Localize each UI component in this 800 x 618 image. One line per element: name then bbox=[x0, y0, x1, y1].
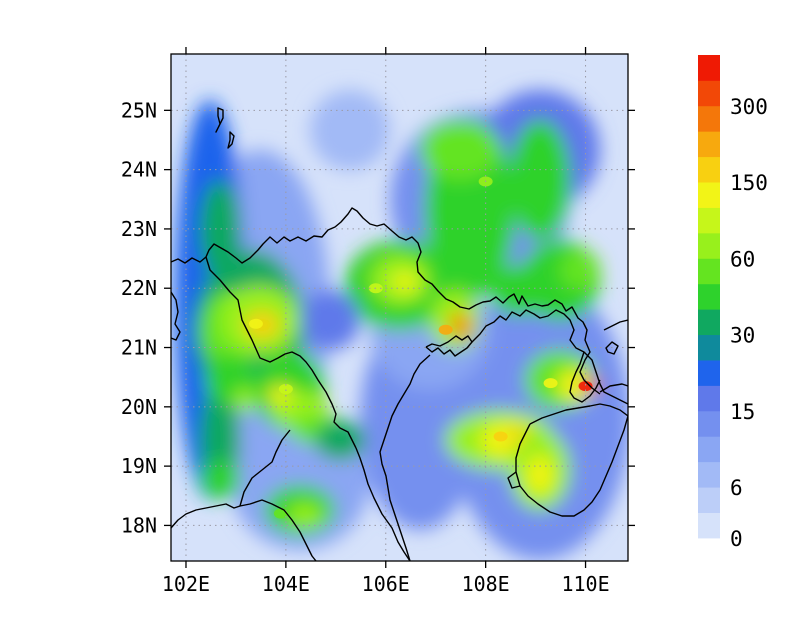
rainfall-maximum bbox=[438, 324, 453, 335]
x-tick-label: 102E bbox=[162, 572, 210, 596]
rainfall-field bbox=[175, 90, 628, 560]
rainfall-maximum bbox=[278, 384, 293, 395]
plot-area bbox=[170, 53, 629, 562]
colorbar-box bbox=[698, 436, 720, 463]
colorbar-box bbox=[698, 410, 720, 437]
y-tick-label: 18N bbox=[121, 513, 157, 537]
gridlines bbox=[171, 54, 628, 561]
island-lake-north bbox=[215, 107, 235, 149]
colorbar-label: 60 bbox=[730, 247, 755, 271]
hainan-west-lobe bbox=[507, 471, 521, 489]
rain-contour bbox=[315, 420, 365, 460]
coast-vietnam bbox=[379, 335, 473, 561]
rainfall-maximum bbox=[493, 431, 508, 442]
rain-contour bbox=[287, 503, 323, 527]
x-tick-label: 106E bbox=[362, 572, 410, 596]
colorbar-box bbox=[698, 461, 720, 488]
coast-east-fragments bbox=[599, 319, 628, 393]
rain-contour bbox=[200, 460, 240, 500]
rain-contour bbox=[557, 369, 593, 401]
colorbar-label: 15 bbox=[730, 400, 755, 424]
x-tick-label: 108E bbox=[462, 572, 510, 596]
colorbar-box bbox=[698, 360, 720, 386]
y-tick-label: 23N bbox=[121, 217, 157, 241]
x-axis: 102E 104E 106E 108E 110E bbox=[162, 47, 610, 596]
rainfall-smooth-field bbox=[175, 90, 628, 560]
colorbar-box bbox=[698, 512, 720, 539]
x-tick-label: 104E bbox=[262, 572, 310, 596]
coast-hainan bbox=[515, 403, 628, 517]
rain-contour bbox=[420, 120, 500, 180]
rainfall-maximum bbox=[578, 381, 593, 392]
rain-contour bbox=[393, 272, 417, 292]
colorbar-box bbox=[698, 385, 720, 412]
y-tick-label: 22N bbox=[121, 276, 157, 300]
coast-west-fragment bbox=[171, 291, 181, 341]
colorbar-box bbox=[698, 207, 720, 234]
colorbar-box bbox=[698, 258, 720, 285]
plot-frame bbox=[170, 53, 629, 562]
coast-leizhou bbox=[569, 351, 601, 403]
colorbar-box bbox=[698, 334, 720, 361]
colorbar: 0 6 15 30 60 150 300 bbox=[698, 55, 768, 551]
coastlines-and-borders bbox=[171, 107, 628, 561]
colorbar-label: 6 bbox=[730, 476, 743, 500]
colorbar-box bbox=[698, 80, 720, 107]
colorbar-box bbox=[698, 487, 720, 513]
border-myanmar bbox=[171, 503, 241, 529]
colorbar-box bbox=[698, 309, 720, 336]
colorbar-label: 0 bbox=[730, 527, 743, 551]
rainfall-maximum bbox=[248, 318, 263, 329]
colorbar-box bbox=[698, 182, 720, 208]
rain-contour bbox=[459, 323, 471, 337]
colorbar-box bbox=[698, 156, 720, 183]
border-laos-thailand bbox=[239, 429, 317, 561]
rain-contour bbox=[233, 388, 257, 412]
colorbar-label: 150 bbox=[730, 171, 768, 195]
colorbar-box bbox=[698, 55, 720, 81]
rain-contour bbox=[526, 455, 554, 495]
rain-contour bbox=[310, 90, 390, 170]
y-tick-label: 21N bbox=[121, 336, 157, 360]
colorbar-box bbox=[698, 232, 720, 259]
rain-contour bbox=[200, 180, 240, 280]
border-china-vietnam-laos bbox=[171, 207, 601, 395]
rainfall-maximum bbox=[543, 378, 558, 389]
colorbar-label: 30 bbox=[730, 324, 755, 348]
y-tick-label: 25N bbox=[121, 98, 157, 122]
rain-contour bbox=[560, 250, 600, 290]
border-laos-vietnam-west bbox=[205, 256, 357, 449]
y-axis: 18N 19N 20N 21N 22N 23N 24N 25N bbox=[121, 98, 635, 537]
y-tick-label: 19N bbox=[121, 454, 157, 478]
rain-contour bbox=[510, 120, 570, 240]
y-tick-label: 20N bbox=[121, 395, 157, 419]
colorbar-box bbox=[698, 131, 720, 158]
y-tick-label: 24N bbox=[121, 158, 157, 182]
x-tick-label: 110E bbox=[561, 572, 609, 596]
colorbar-box bbox=[698, 283, 720, 310]
rain-contour bbox=[300, 290, 360, 350]
colorbar-label: 300 bbox=[730, 95, 768, 119]
border-laos-vietnam-south bbox=[355, 447, 411, 561]
colorbar-box bbox=[698, 105, 720, 132]
